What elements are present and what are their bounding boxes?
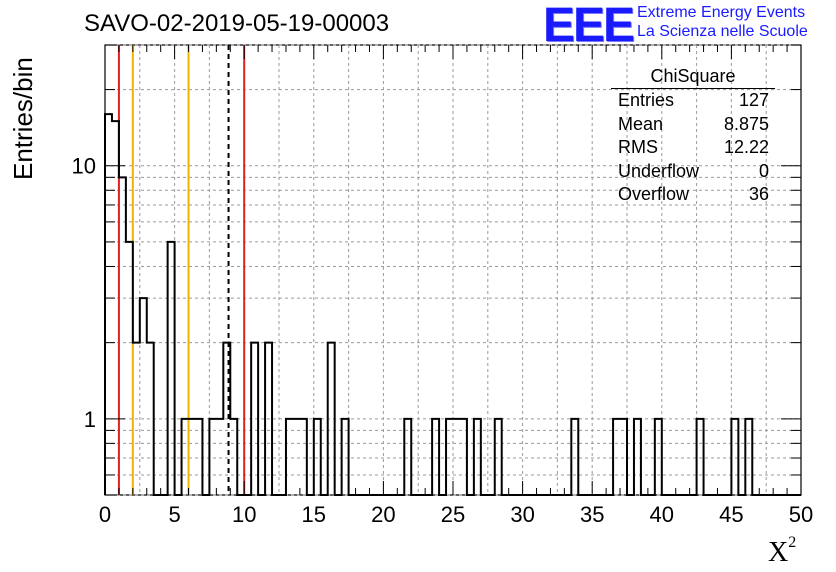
x-tick-label: 30 — [510, 502, 534, 527]
histogram-bin — [655, 419, 662, 495]
histogram-bin — [133, 343, 140, 495]
histogram-bin — [460, 419, 467, 495]
stats-label: Underflow — [618, 160, 700, 181]
stats-row: Overflow 36 — [611, 183, 775, 207]
stats-row: RMS 12.22 — [611, 136, 775, 160]
histogram-bin — [634, 419, 641, 495]
histogram-bin — [230, 419, 237, 495]
x-tick-label: 40 — [650, 502, 674, 527]
histogram-bin — [314, 419, 321, 495]
stats-label: RMS — [618, 137, 658, 157]
axis-ticks — [104, 44, 802, 496]
logo-caption: Extreme Energy Events La Scienza nelle S… — [637, 3, 808, 41]
x-tick-label: 15 — [302, 502, 326, 527]
x-tick-label: 20 — [371, 502, 395, 527]
stats-value: 36 — [748, 184, 769, 204]
histogram-bin — [613, 419, 620, 495]
histogram-bin — [168, 242, 175, 495]
stats-box: ChiSquare Entries 127 Mean 8.875 RMS 12.22 … — [611, 66, 775, 207]
y-tick-label: 1 — [84, 407, 96, 432]
histogram-bin — [620, 419, 627, 495]
stats-row: Mean 8.875 — [611, 113, 775, 137]
x-tick-label: 25 — [441, 502, 465, 527]
tick-labels: 1 10 0 5 10 15 20 25 30 35 40 45 50 — [72, 154, 814, 527]
histogram-bin — [495, 419, 502, 495]
histogram-bin — [251, 343, 258, 495]
logo-caption-line1: Extreme Energy Events — [637, 4, 806, 21]
histogram-bin — [119, 177, 126, 495]
histogram-bin — [453, 419, 460, 495]
stats-label: Entries — [618, 90, 675, 110]
stats-row: Underflow 0 — [611, 160, 775, 184]
stats-title: ChiSquare — [611, 66, 775, 89]
eee-logo: EEE — [543, 0, 635, 52]
x-axis-label: X2 — [768, 533, 797, 569]
histogram-bin — [140, 298, 147, 495]
histogram-bin — [404, 419, 411, 495]
histogram-bin — [293, 419, 300, 495]
histogram-bin — [328, 343, 335, 495]
logo-caption-line2: La Scienza nelle Scuole — [637, 23, 808, 40]
histogram-bin — [474, 419, 481, 495]
histogram-bin — [147, 343, 154, 495]
histogram-bin — [697, 419, 704, 495]
stats-value: 8.875 — [723, 113, 769, 134]
histogram-bin — [300, 419, 307, 495]
histogram-bin — [265, 343, 272, 495]
x-tick-label: 0 — [99, 502, 111, 527]
x-tick-label: 5 — [168, 502, 180, 527]
y-tick-label: 10 — [72, 154, 96, 179]
histogram-bin — [571, 419, 578, 495]
stats-label: Mean — [618, 113, 664, 134]
histogram-bin — [432, 419, 439, 495]
histogram-bin — [105, 114, 112, 495]
histogram-bin — [182, 419, 189, 495]
x-tick-label: 10 — [232, 502, 256, 527]
stats-value: 12.22 — [723, 137, 769, 157]
x-tick-label: 50 — [789, 502, 813, 527]
histogram-bin — [216, 419, 223, 495]
histogram-bin — [731, 419, 738, 495]
histogram-bin — [126, 242, 133, 495]
histogram-bin — [342, 419, 349, 495]
x-axis-label-base: X — [768, 537, 789, 568]
y-axis-label: Entries/bin — [8, 57, 38, 180]
histogram-bin — [446, 419, 453, 495]
stats-label: Overflow — [618, 184, 690, 204]
stats-row: Entries 127 — [611, 89, 775, 113]
histogram-bin — [195, 419, 202, 495]
histogram-bin — [189, 419, 196, 495]
stats-value: 127 — [738, 90, 769, 110]
histogram-bin — [745, 419, 752, 495]
histogram-bin — [209, 419, 216, 495]
x-axis-label-sup: 2 — [788, 533, 797, 551]
x-tick-label: 45 — [719, 502, 743, 527]
histogram-bin — [286, 419, 293, 495]
stats-value: 0 — [758, 160, 769, 181]
page-title: SAVO-02-2019-05-19-00003 — [84, 10, 390, 37]
x-tick-label: 35 — [580, 502, 604, 527]
